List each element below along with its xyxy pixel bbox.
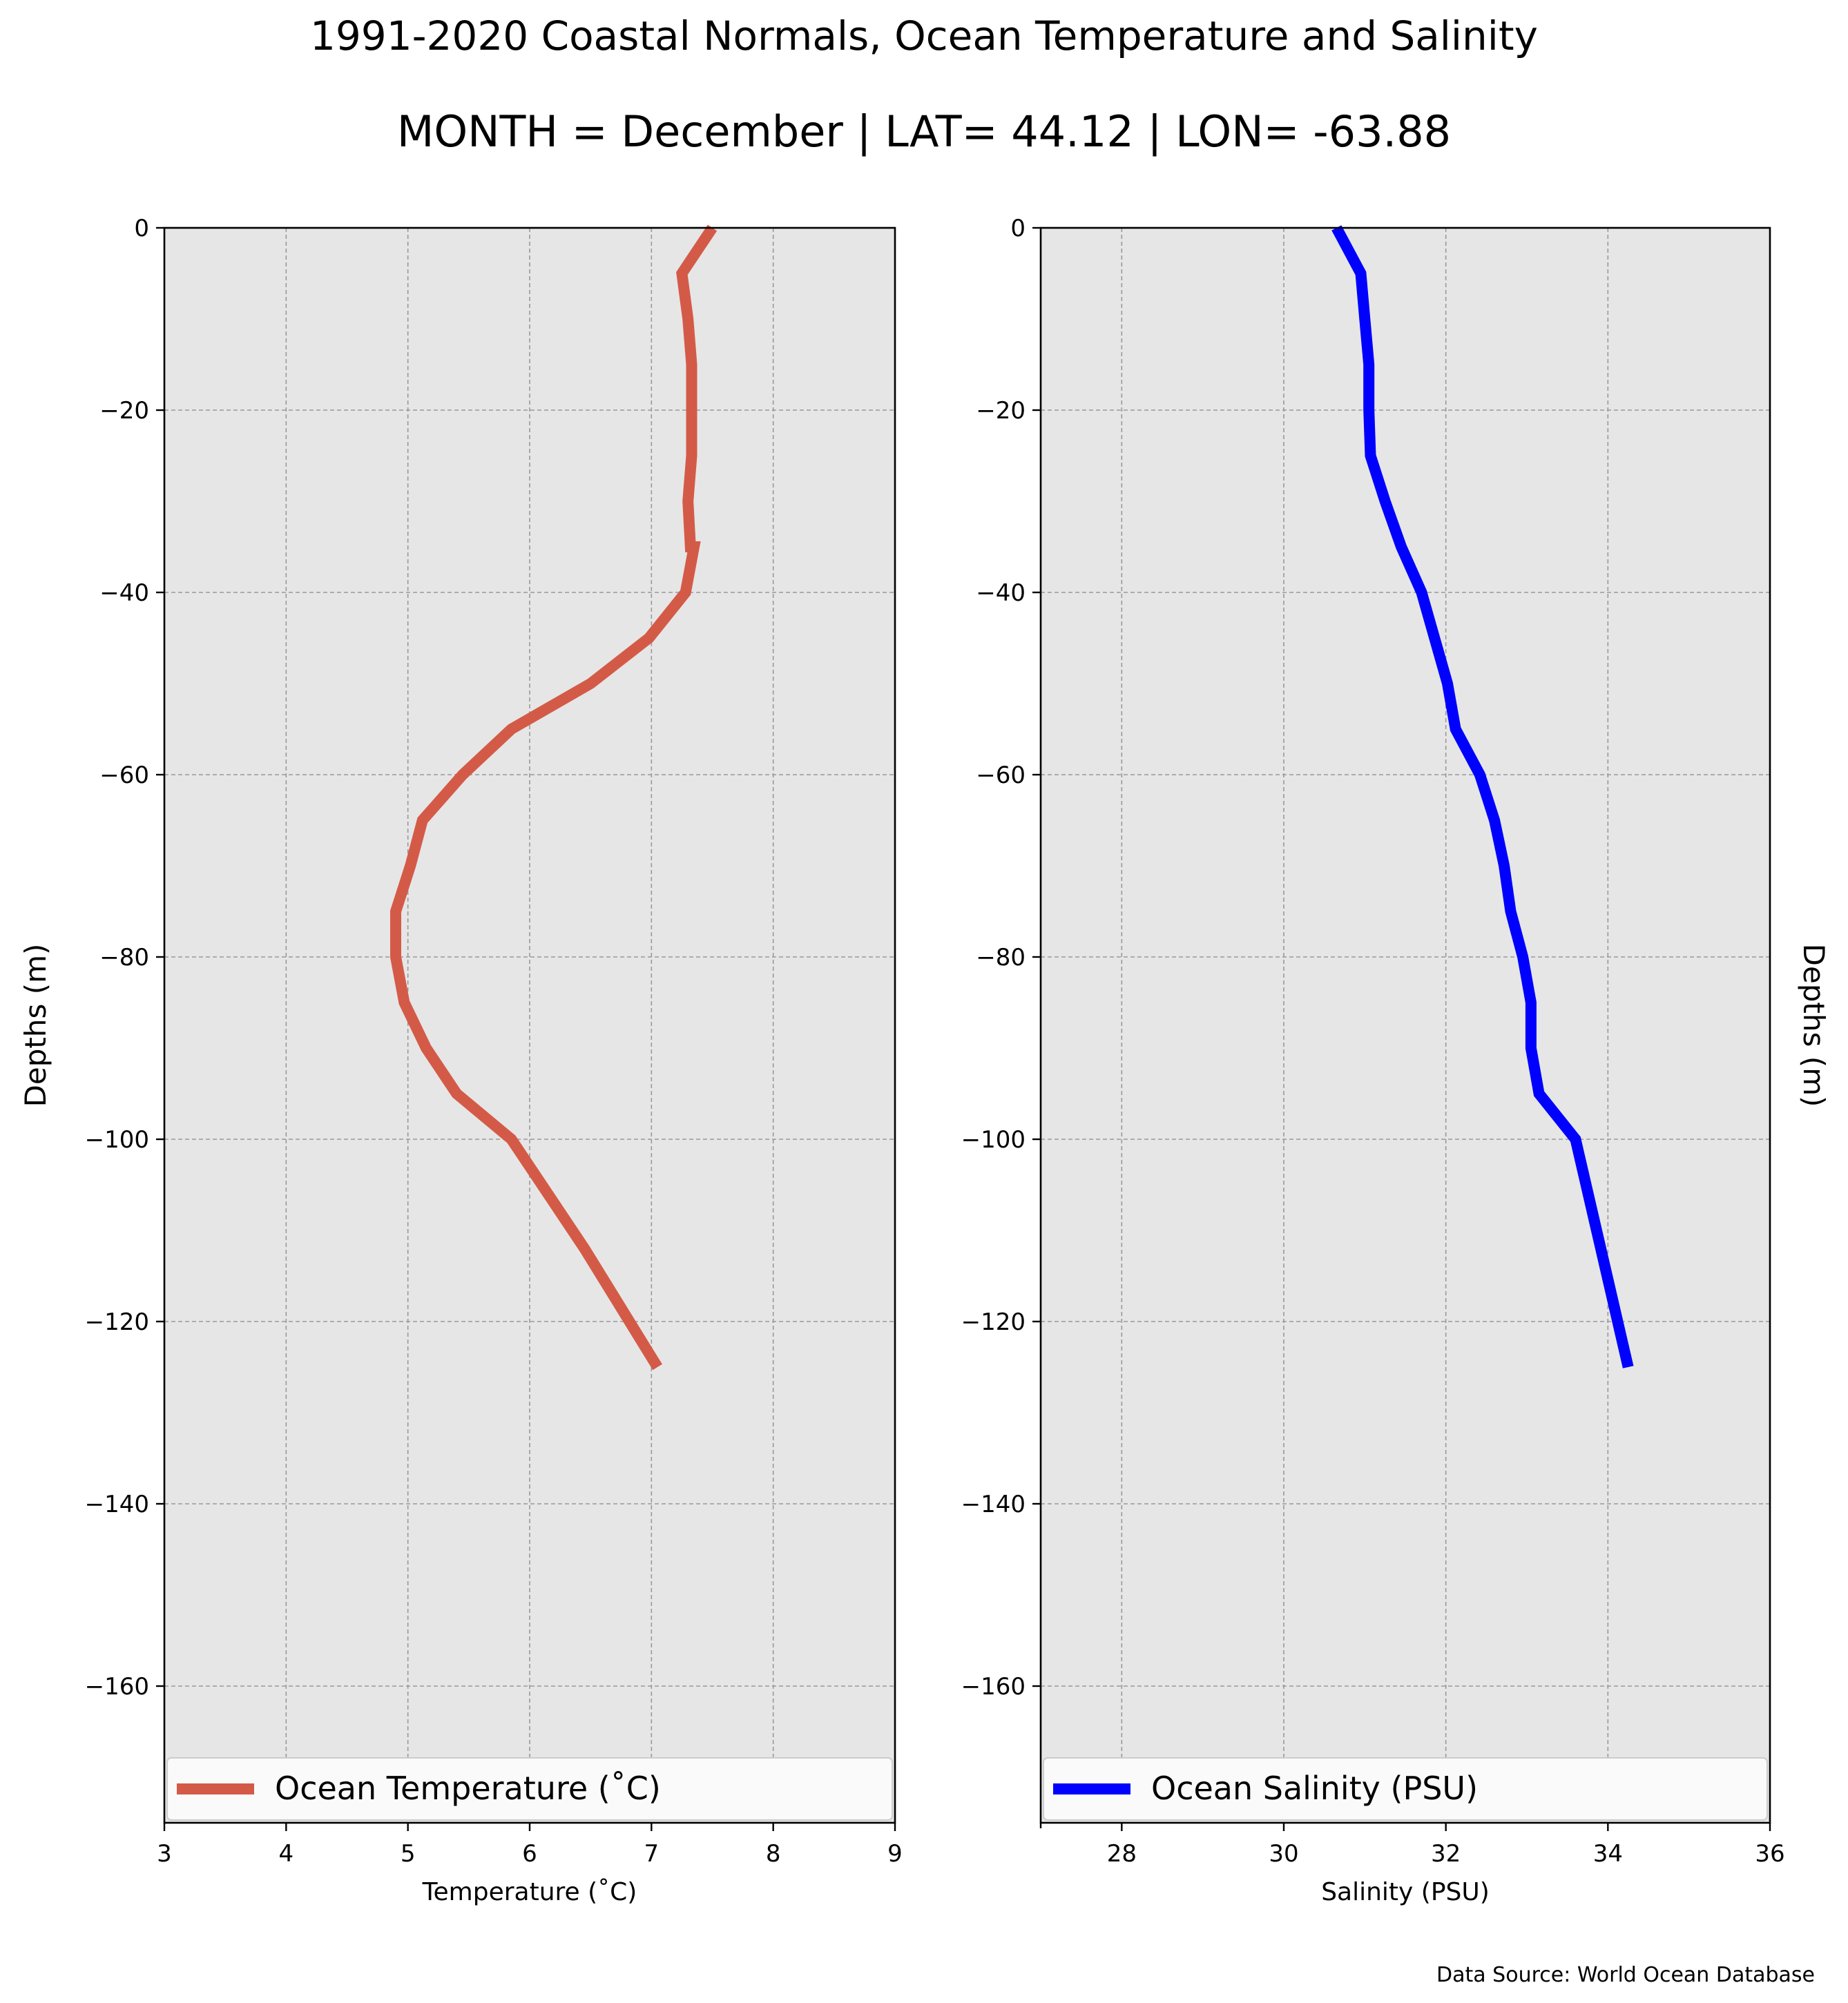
figure-title: 1991-2020 Coastal Normals, Ocean Tempera… [310,12,1538,59]
legend-box [1043,1757,1768,1821]
temperature-chart: Ocean Temperature (˚C) 3 4 5 6 7 8 9 0 −20 −40 −60 −… [19,215,903,1906]
x-tick-label: 32 [1431,1840,1461,1868]
y-tick-label: −80 [976,944,1026,971]
x-tick-label: 34 [1593,1840,1623,1868]
x-tick-label: 30 [1269,1840,1298,1868]
x-tick-label: 5 [401,1840,416,1868]
x-tick-label: 8 [766,1840,781,1868]
x-tick-label: 9 [887,1840,903,1868]
salinity-chart: Ocean Salinity (PSU) 28 30 32 34 36 0 −20 −40 −60… [961,215,1831,1906]
y-tick-label: −80 [99,944,149,971]
y-tick-label: −40 [976,579,1026,607]
plot-frame [1039,226,1771,1824]
y-tick-label: 0 [134,215,149,242]
legend-label: Ocean Temperature (˚C) [275,1770,661,1807]
x-tick-label: 3 [157,1840,172,1868]
plot-background [1041,228,1770,1823]
y-tick-label: −140 [85,1491,149,1518]
x-tick-label: 4 [279,1840,294,1868]
y-tick-label: −120 [961,1308,1026,1336]
x-tick-label: 6 [522,1840,537,1868]
x-tick-label: 7 [644,1840,660,1868]
legend-box [166,1757,893,1821]
series-line [1331,225,1634,1368]
y-tick-label: −140 [961,1491,1026,1518]
y-tick-label: −20 [99,397,149,425]
series-line [390,224,718,1371]
y-tick-label: −100 [961,1126,1026,1154]
y-tick-label: −20 [976,397,1026,425]
x-axis-label: Salinity (PSU) [1321,1878,1490,1906]
y-tick-label: −120 [85,1308,149,1336]
y-axis-label: Depths (m) [1797,944,1831,1107]
y-tick-label: −160 [85,1673,149,1701]
y-tick-label: −40 [99,579,149,607]
x-tick-label: 36 [1755,1840,1784,1868]
data-source-note: Data Source: World Ocean Database [1436,1963,1815,1987]
figure-subtitle: MONTH = December | LAT= 44.12 | LON= -63… [397,106,1451,157]
y-tick-label: −60 [99,762,149,789]
y-tick-label: −160 [961,1673,1026,1701]
y-axis-label: Depths (m) [19,944,52,1107]
y-tick-label: 0 [1010,215,1026,242]
legend-label: Ocean Salinity (PSU) [1151,1770,1478,1807]
y-tick-label: −100 [85,1126,149,1154]
x-tick-label: 28 [1107,1840,1137,1868]
x-axis-label: Temperature (˚C) [422,1878,637,1906]
y-tick-label: −60 [976,762,1026,789]
